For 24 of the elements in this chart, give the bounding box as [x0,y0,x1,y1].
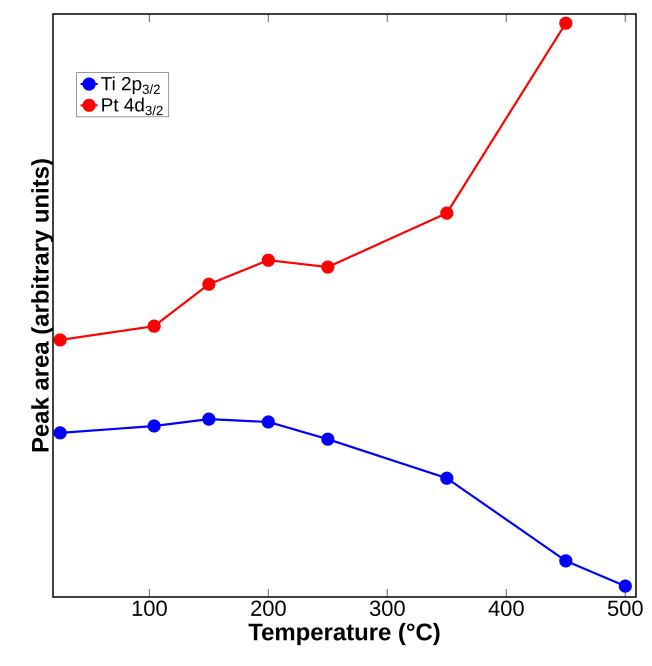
x-tick-label: 400 [488,600,524,616]
legend-label: Pt 4d$_{3/2}$ [102,98,163,116]
point [54,333,67,347]
point [262,415,275,429]
point [148,320,161,333]
point [618,580,632,593]
point [321,432,334,446]
point [262,254,275,267]
y-axis-title: Peak area (arbitrary units) [31,159,54,452]
point [440,472,454,485]
x-tick-label: 200 [251,600,286,616]
point [559,16,572,30]
legend-label: Ti 2p$_{3/2}$ [101,76,160,94]
x-axis-title: Temperature (°C) [248,622,440,646]
point [321,260,334,274]
point [202,278,216,291]
x-tick-label: 100 [132,600,167,616]
point [202,412,216,426]
point [440,206,454,220]
x-tick-label: 300 [370,600,405,616]
point [559,554,572,568]
point [54,426,67,440]
point [148,419,161,433]
x-tick-label: 500 [608,600,643,616]
